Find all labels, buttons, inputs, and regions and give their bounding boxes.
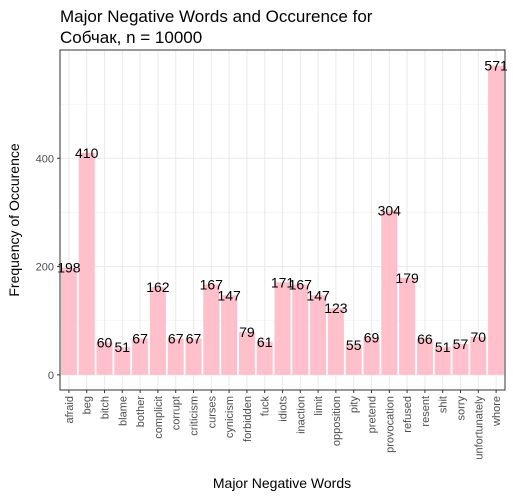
bar-refused <box>399 277 416 375</box>
data-label-curses: 167 <box>200 276 224 292</box>
x-tick-label-complicit: complicit <box>153 396 165 439</box>
data-label-refused: 179 <box>395 270 419 286</box>
x-tick-label-unfortunately: unfortunately <box>473 396 485 460</box>
data-label-inaction: 167 <box>289 276 313 292</box>
y-tick-label: 200 <box>36 262 54 274</box>
bar-fuck <box>256 341 273 375</box>
bar-blame <box>114 347 131 375</box>
bar-complicit <box>149 287 166 375</box>
data-label-resent: 66 <box>417 331 433 347</box>
bar-unfortunately <box>470 336 487 375</box>
bar-limit <box>310 295 327 375</box>
x-tick-label-inaction: inaction <box>295 396 307 434</box>
bar-forbidden <box>238 332 255 375</box>
data-label-unfortunately: 70 <box>471 329 487 345</box>
x-tick-label-fuck: fuck <box>260 396 272 417</box>
x-axis-title: Major Negative Words <box>213 475 351 491</box>
data-label-criticism: 67 <box>186 331 202 347</box>
bar-beg <box>78 152 95 375</box>
bar-curses <box>203 284 220 375</box>
x-tick-label-shit: shit <box>438 396 450 413</box>
bar-idiots <box>274 282 291 375</box>
y-tick-label: 0 <box>48 370 54 382</box>
bar-bother <box>132 338 149 375</box>
bar-afraid <box>60 267 77 375</box>
x-tick-label-cynicism: cynicism <box>224 396 236 438</box>
data-label-shit: 51 <box>435 339 451 355</box>
bar-criticism <box>185 338 202 375</box>
data-label-bother: 67 <box>132 331 148 347</box>
x-tick-label-resent: resent <box>420 396 432 427</box>
x-tick-label-beg: beg <box>82 396 94 414</box>
bar-cynicism <box>221 295 238 375</box>
x-tick-label-curses: curses <box>206 396 218 429</box>
x-tick-label-criticism: criticism <box>189 396 201 436</box>
x-tick-label-limit: limit <box>313 396 325 416</box>
x-tick-label-refused: refused <box>402 396 414 433</box>
x-tick-label-idiots: idiots <box>278 396 290 422</box>
data-label-blame: 51 <box>115 339 131 355</box>
data-label-corrupt: 67 <box>168 331 184 347</box>
data-label-forbidden: 79 <box>239 324 255 340</box>
bar-inaction <box>292 284 309 375</box>
bar-bitch <box>96 342 113 375</box>
x-tick-label-forbidden: forbidden <box>242 396 254 442</box>
x-tick-label-afraid: afraid <box>64 396 76 424</box>
data-label-whore: 571 <box>484 58 508 74</box>
data-label-opposition: 123 <box>324 300 348 316</box>
bar-pretend <box>363 337 380 375</box>
data-label-pretend: 69 <box>364 329 380 345</box>
x-tick-label-pity: pity <box>349 396 361 414</box>
bar-provocation <box>381 210 398 375</box>
data-label-afraid: 198 <box>57 260 81 276</box>
data-label-provocation: 304 <box>378 202 402 218</box>
bar-whore <box>488 65 505 375</box>
bar-opposition <box>327 308 344 375</box>
bar-shit <box>434 347 451 375</box>
data-label-pity: 55 <box>346 337 362 353</box>
x-tick-label-sorry: sorry <box>456 396 468 421</box>
x-tick-label-bother: bother <box>135 396 147 428</box>
x-tick-label-blame: blame <box>117 396 129 426</box>
bar-corrupt <box>167 338 184 375</box>
data-label-bitch: 60 <box>97 334 113 350</box>
chart-title: Major Negative Words and Occurence for С… <box>60 7 373 47</box>
data-label-sorry: 57 <box>453 336 469 352</box>
data-label-complicit: 162 <box>146 279 170 295</box>
x-tick-label-whore: whore <box>491 396 503 427</box>
y-axis-title: Frequency of Occurence <box>6 143 22 297</box>
data-label-cynicism: 147 <box>217 287 241 303</box>
x-tick-label-corrupt: corrupt <box>171 396 183 430</box>
x-tick-label-pretend: pretend <box>367 396 379 433</box>
x-tick-label-bitch: bitch <box>100 396 112 419</box>
data-label-limit: 147 <box>306 287 330 303</box>
data-label-beg: 410 <box>75 145 99 161</box>
bar-sorry <box>452 343 469 375</box>
x-tick-label-provocation: provocation <box>384 396 396 453</box>
bar-resent <box>416 339 433 375</box>
bar-pity <box>345 345 362 375</box>
y-tick-label: 400 <box>36 153 54 165</box>
x-tick-label-opposition: opposition <box>331 396 343 446</box>
data-label-idiots: 171 <box>271 274 295 290</box>
data-label-fuck: 61 <box>257 334 273 350</box>
